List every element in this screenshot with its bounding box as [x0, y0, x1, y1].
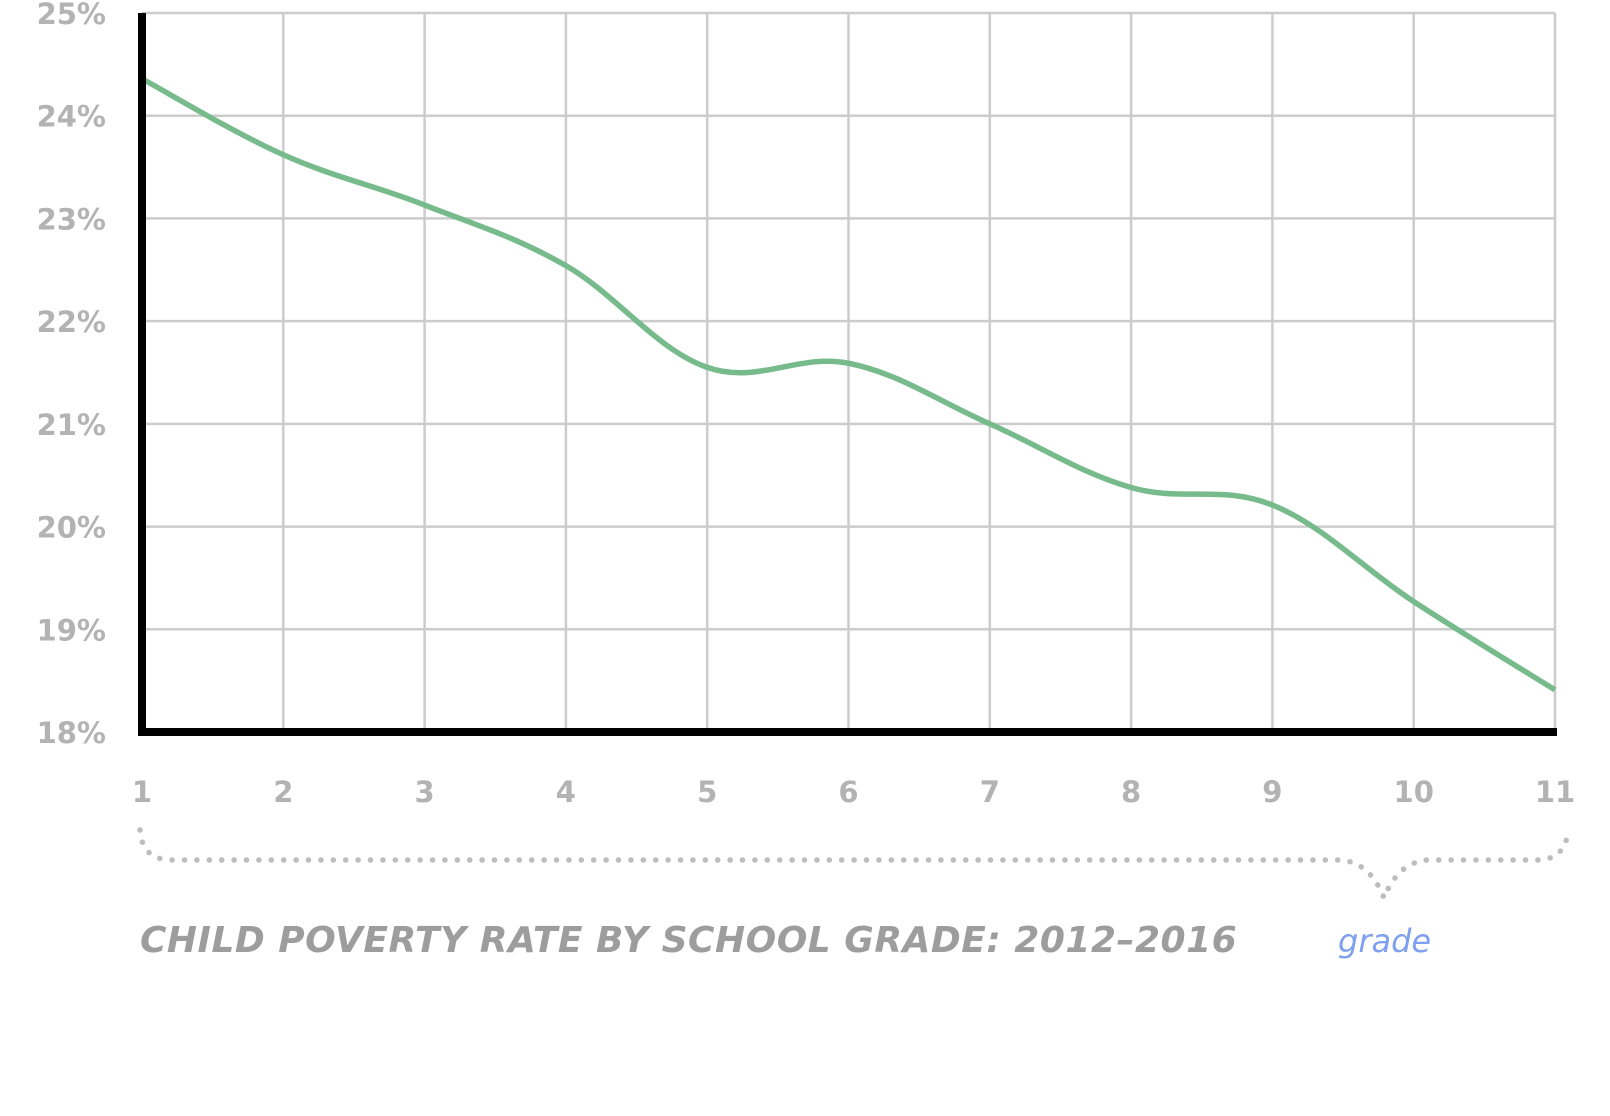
- x-axis-ticks: 1 2 3 4 5 6 7 8 9 10 11: [132, 775, 1575, 809]
- x-tick-label: 3: [415, 775, 435, 809]
- y-tick-label: 19%: [37, 613, 106, 647]
- x-tick-label: 10: [1394, 775, 1434, 809]
- y-tick-label: 21%: [37, 408, 106, 442]
- x-axis-brace: [137, 827, 1571, 906]
- x-tick-label: 6: [838, 775, 858, 809]
- x-tick-label: 4: [556, 775, 576, 809]
- x-tick-label: 9: [1262, 775, 1282, 809]
- y-tick-label: 22%: [37, 305, 106, 339]
- y-tick-label: 20%: [37, 511, 106, 545]
- x-axis-label: grade: [1338, 922, 1432, 960]
- x-tick-label: 1: [132, 775, 152, 809]
- y-tick-label: 25%: [37, 0, 106, 31]
- x-tick-label: 8: [1121, 775, 1141, 809]
- x-tick-label: 5: [697, 775, 717, 809]
- brace-path: [137, 827, 1571, 906]
- y-tick-label: 23%: [37, 202, 106, 236]
- chart-title: CHILD POVERTY RATE BY SCHOOL GRADE: 2012…: [140, 920, 1238, 961]
- y-axis-ticks: 18% 19% 20% 21% 22% 23% 24% 25%: [37, 0, 106, 750]
- y-tick-label: 18%: [37, 716, 106, 750]
- poverty-rate-line: [140, 76, 1557, 693]
- grid-lines: [140, 11, 1557, 734]
- x-tick-label: 11: [1535, 775, 1575, 809]
- x-tick-label: 2: [273, 775, 293, 809]
- x-tick-label: 7: [980, 775, 1000, 809]
- y-tick-label: 24%: [37, 100, 106, 134]
